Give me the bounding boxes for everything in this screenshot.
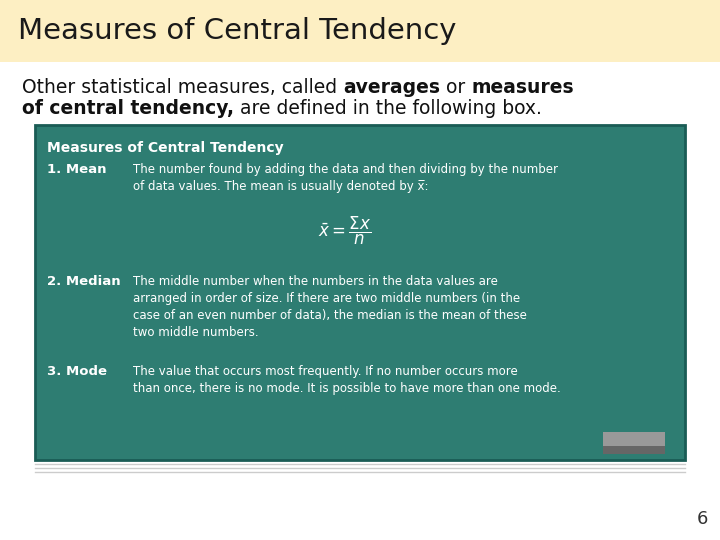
Text: Measures of Central Tendency: Measures of Central Tendency xyxy=(47,141,284,155)
Text: measures: measures xyxy=(472,78,574,98)
Text: 1. Mean: 1. Mean xyxy=(47,163,107,176)
Text: are defined in the following box.: are defined in the following box. xyxy=(234,99,542,118)
Text: 6: 6 xyxy=(697,510,708,528)
Text: 3. Mode: 3. Mode xyxy=(47,365,107,378)
Text: 2. Median: 2. Median xyxy=(47,275,121,288)
Bar xyxy=(0,0,720,62)
Bar xyxy=(603,432,665,454)
Text: Other statistical measures, called: Other statistical measures, called xyxy=(22,78,343,98)
Text: $\bar{x} = \dfrac{\Sigma x}{n}$: $\bar{x} = \dfrac{\Sigma x}{n}$ xyxy=(318,215,372,247)
Text: The value that occurs most frequently. If no number occurs more
than once, there: The value that occurs most frequently. I… xyxy=(133,365,561,395)
Text: The number found by adding the data and then dividing by the number
of data valu: The number found by adding the data and … xyxy=(133,163,558,193)
Text: of central tendency,: of central tendency, xyxy=(22,99,234,118)
Bar xyxy=(603,446,665,454)
Bar xyxy=(35,125,685,460)
Text: or: or xyxy=(440,78,472,98)
Text: The middle number when the numbers in the data values are
arranged in order of s: The middle number when the numbers in th… xyxy=(133,275,527,339)
Text: averages: averages xyxy=(343,78,440,98)
Text: Measures of Central Tendency: Measures of Central Tendency xyxy=(18,17,456,45)
